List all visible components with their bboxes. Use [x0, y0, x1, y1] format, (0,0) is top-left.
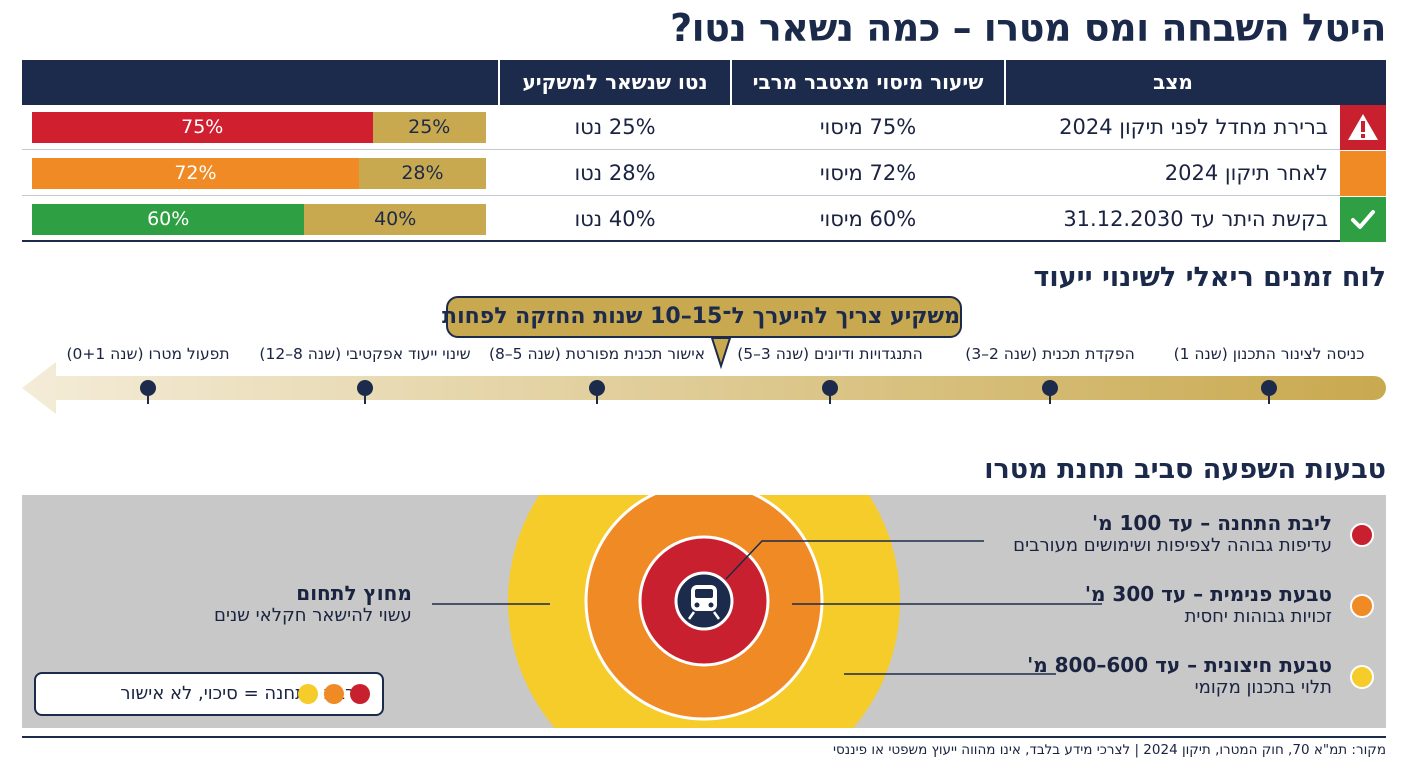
table-header: מצב שיעור מיסוי מצטבר מרבי נטו שנשאר למש… — [22, 60, 1386, 105]
tax-bar-segment: 72% — [32, 158, 359, 189]
zone-name: טבעת חיצונית – עד 600–800 מ' — [1027, 653, 1332, 677]
timeline-step-label: הפקדת תכנית (שנה 2–3) — [965, 345, 1135, 363]
status-icon-cell — [1340, 151, 1386, 196]
tax-bar-segment: 60% — [32, 204, 305, 235]
impact-zones-panel: ליבת התחנה – עד 100 מ' עדיפות גבוהה לצפי… — [22, 495, 1386, 728]
zone-desc: עדיפות גבוהה לצפיפות ושימושים מעורבים — [1013, 535, 1332, 556]
zone-color-dot — [1350, 665, 1374, 689]
timeline-dot — [1042, 380, 1058, 396]
status-label: לאחר תיקון 2024 — [1164, 161, 1328, 185]
net-bar-segment: 28% — [358, 158, 486, 189]
check-icon — [1351, 210, 1375, 229]
train-icon — [674, 571, 734, 631]
timeline-dot — [822, 380, 838, 396]
zone-name: טבעת פנימית – עד 300 מ' — [1084, 582, 1332, 606]
tax-bar-segment: 75% — [32, 112, 373, 143]
source-note: מקור: תמ"א 70, חוק המטרו, תיקון 2024 | ל… — [833, 742, 1386, 758]
status-icon-cell — [1340, 197, 1386, 242]
tax-split-bar: 72% 28% — [32, 158, 486, 189]
zone-rings-diagram — [432, 495, 1102, 728]
table-row-permit-request: בקשת היתר עד 31.12.2030 60% מיסוי 40% נט… — [22, 197, 1386, 242]
proximity-legend: קרבה לתחנה = סיכוי, לא אישור — [34, 672, 384, 716]
zone-name: ליבת התחנה – עד 100 מ' — [1091, 511, 1332, 535]
zone-inner-item: טבעת פנימית – עד 300 מ' זכויות גבוהות יח… — [1085, 582, 1374, 627]
timeline-step-label: אישור תכנית מפורטת (שנה 5–8) — [488, 345, 706, 363]
header-tax-rate: שיעור מיסוי מצטבר מרבי — [752, 70, 984, 94]
zone-desc: זכויות גבוהות יחסית — [1184, 606, 1332, 627]
page-title: היטל השבחה ומס מטרו – כמה נשאר נטו? — [670, 6, 1386, 50]
header-net: נטו שנשאר למשקיע — [522, 70, 708, 94]
tax-rate-cell: 72% מיסוי — [819, 161, 917, 185]
tax-comparison-table: מצב שיעור מיסוי מצטבר מרבי נטו שנשאר למש… — [22, 60, 1386, 242]
zone-core-item: ליבת התחנה – עד 100 מ' עדיפות גבוהה לצפי… — [1013, 511, 1374, 556]
status-icon-cell — [1340, 105, 1386, 150]
timeline-step-label: תפעול מטרו (שנה 0+1) — [66, 345, 230, 363]
zone-color-dot — [1350, 523, 1374, 547]
net-cell: 28% נטו — [574, 161, 656, 185]
net-bar-segment: 25% — [372, 112, 486, 143]
outside-zone-name: מחוץ לתחום — [296, 581, 412, 605]
status-label: ברירת מחדל לפני תיקון 2024 — [1059, 115, 1328, 139]
zone-color-dot — [1350, 594, 1374, 618]
table-row-default: ברירת מחדל לפני תיקון 2024 75% מיסוי 25%… — [22, 105, 1386, 150]
header-status: מצב — [1153, 70, 1193, 94]
zones-title: טבעות השפעה סביב תחנת מטרו — [984, 454, 1386, 485]
timeline-step-label: שינוי ייעוד אפקטיבי (שנה 8–12) — [259, 345, 471, 363]
net-bar-segment: 40% — [304, 204, 486, 235]
timeline-dot — [589, 380, 605, 396]
timeline-step-label: כניסה לצינור התכנון (שנה 1) — [1173, 345, 1365, 363]
outside-zone-item: מחוץ לתחום עשוי להישאר חקלאי שנים — [214, 581, 412, 626]
tax-split-bar: 75% 25% — [32, 112, 486, 143]
zone-desc: תלוי בתכנון מקומי — [1194, 677, 1332, 698]
tax-rate-cell: 60% מיסוי — [819, 207, 917, 231]
header-divider — [1004, 60, 1006, 105]
tax-rate-cell: 75% מיסוי — [819, 115, 917, 139]
legend-dot-orange — [324, 684, 344, 704]
timeline-title: לוח זמנים ריאלי לשינוי ייעוד — [1033, 262, 1386, 293]
timeline-step-label: התנגדויות ודיונים (שנה 3–5) — [737, 345, 923, 363]
timeline-dot — [1261, 380, 1277, 396]
net-cell: 40% נטו — [574, 207, 656, 231]
timeline-dot — [140, 380, 156, 396]
header-divider — [730, 60, 732, 105]
warning-icon — [1348, 114, 1378, 140]
table-row-after-amendment: לאחר תיקון 2024 72% מיסוי 28% נטו 72% 28… — [22, 151, 1386, 196]
legend-dot-yellow — [298, 684, 318, 704]
holding-period-callout: משקיע צריך להיערך ל־15–10 שנות החזקה לפח… — [442, 296, 962, 338]
net-cell: 25% נטו — [574, 115, 656, 139]
legend-dot-red — [350, 684, 370, 704]
timeline-arrow — [22, 337, 1386, 414]
outside-zone-desc: עשוי להישאר חקלאי שנים — [214, 605, 412, 626]
footer-divider — [22, 736, 1386, 738]
zone-outer-item: טבעת חיצונית – עד 600–800 מ' תלוי בתכנון… — [1027, 653, 1374, 698]
tax-split-bar: 60% 40% — [32, 204, 486, 235]
timeline-dot — [357, 380, 373, 396]
status-label: בקשת היתר עד 31.12.2030 — [1063, 207, 1328, 231]
leader-line — [725, 540, 984, 580]
header-divider — [498, 60, 500, 105]
